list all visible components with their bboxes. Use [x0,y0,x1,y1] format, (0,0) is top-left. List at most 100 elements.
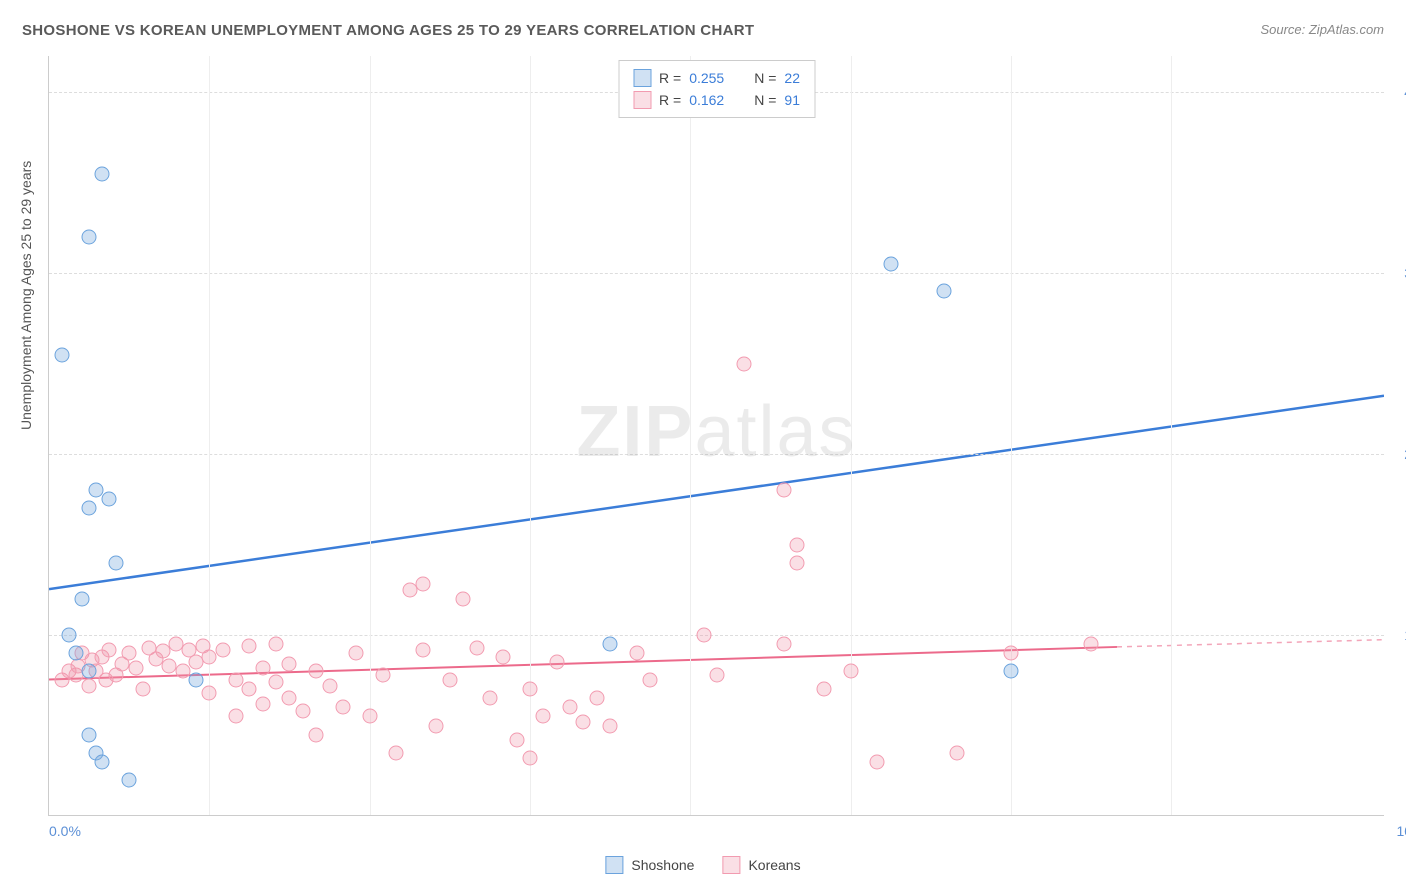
scatter-point [790,555,805,570]
scatter-point [122,772,137,787]
scatter-point [215,642,230,657]
legend-label: Koreans [748,857,800,873]
n-value: 91 [784,89,800,111]
r-label: R = [659,89,681,111]
scatter-point [536,709,551,724]
scatter-point [95,166,110,181]
scatter-point [576,714,591,729]
scatter-point [242,682,257,697]
legend-swatch [605,856,623,874]
scatter-point [1084,637,1099,652]
y-axis-title: Unemployment Among Ages 25 to 29 years [18,161,34,430]
watermark-bold: ZIP [576,391,694,471]
scatter-point [509,733,524,748]
scatter-point [82,678,97,693]
scatter-point [362,709,377,724]
scatter-point [82,229,97,244]
scatter-point [88,483,103,498]
grid-line-v [1171,56,1172,815]
scatter-point [482,691,497,706]
scatter-point [82,727,97,742]
scatter-point [416,577,431,592]
series-legend: Shoshone Koreans [605,856,800,874]
scatter-point [883,257,898,272]
scatter-point [790,537,805,552]
scatter-point [522,751,537,766]
scatter-point [736,356,751,371]
scatter-point [229,673,244,688]
n-label: N = [754,67,776,89]
n-value: 22 [784,67,800,89]
grid-line-h [49,635,1384,636]
scatter-point [563,700,578,715]
legend-item: Koreans [722,856,800,874]
scatter-point [843,664,858,679]
scatter-point [1003,664,1018,679]
scatter-point [55,347,70,362]
scatter-point [269,637,284,652]
chart-title: SHOSHONE VS KOREAN UNEMPLOYMENT AMONG AG… [22,22,754,39]
scatter-point [496,649,511,664]
scatter-point [1003,646,1018,661]
grid-line-h [49,273,1384,274]
scatter-point [229,709,244,724]
scatter-point [282,691,297,706]
scatter-point [376,667,391,682]
scatter-point [68,646,83,661]
scatter-point [469,640,484,655]
n-label: N = [754,89,776,111]
chart-plot-area: ZIPatlas R =0.255N =22R =0.162N =91 10.0… [48,56,1384,816]
scatter-point [776,483,791,498]
scatter-point [62,628,77,643]
scatter-point [335,700,350,715]
scatter-point [549,655,564,670]
grid-line-v [690,56,691,815]
scatter-point [937,284,952,299]
scatter-point [456,591,471,606]
correlation-legend: R = 0.255 N = 22 R = 0.162 N = 91 [618,60,815,118]
x-tick-label: 0.0% [49,823,81,839]
scatter-point [870,754,885,769]
watermark-light: atlas [694,391,856,471]
scatter-point [255,696,270,711]
watermark: ZIPatlas [576,390,856,472]
scatter-point [202,685,217,700]
r-value: 0.162 [689,89,724,111]
scatter-point [108,555,123,570]
scatter-point [102,492,117,507]
scatter-point [776,637,791,652]
grid-line-v [530,56,531,815]
scatter-point [603,718,618,733]
scatter-point [349,646,364,661]
legend-row: R = 0.255 N = 22 [633,67,800,89]
r-label: R = [659,67,681,89]
grid-line-v [209,56,210,815]
scatter-point [82,501,97,516]
scatter-point [442,673,457,688]
scatter-point [75,591,90,606]
legend-swatch [633,91,651,109]
scatter-point [696,628,711,643]
r-value: 0.255 [689,67,724,89]
scatter-point [950,745,965,760]
scatter-point [255,660,270,675]
scatter-point [710,667,725,682]
source-label: Source: ZipAtlas.com [1260,22,1384,37]
scatter-point [309,727,324,742]
scatter-point [603,637,618,652]
legend-swatch [633,69,651,87]
scatter-point [522,682,537,697]
scatter-point [816,682,831,697]
grid-line-h [49,454,1384,455]
trend-lines [49,56,1384,815]
scatter-point [175,664,190,679]
scatter-point [322,678,337,693]
scatter-point [282,657,297,672]
scatter-point [82,664,97,679]
x-tick-label: 100.0% [1397,823,1406,839]
grid-line-v [1011,56,1012,815]
trend-line [49,396,1384,589]
grid-line-v [370,56,371,815]
legend-item: Shoshone [605,856,694,874]
grid-line-v [851,56,852,815]
